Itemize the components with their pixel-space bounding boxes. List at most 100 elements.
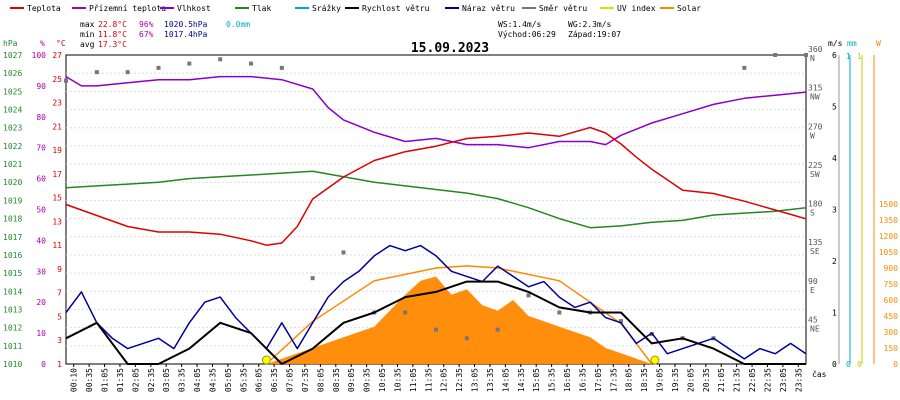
wind-tick-label: 0 [832,360,837,369]
direction-tick-label: NE [810,324,820,333]
humidity-tick-label: 80 [36,113,46,122]
x-tick-label: 21:05 [717,368,726,392]
temperature-tick-label: 1 [57,360,62,369]
wind-direction-dot [249,61,253,66]
solar-tick-label: 0 [893,360,898,369]
hpa-tick-label: 1023 [3,124,22,133]
legend-label: Tlak [252,4,271,13]
stat-max-humidity: 96% [139,20,154,29]
legend-label: Přízemní teplota [89,4,166,13]
data-series [64,53,808,365]
wind-direction-dot [64,78,68,83]
solar-tick-label: 450 [884,312,899,321]
wind-direction-dot [94,70,99,75]
direction-tick-label: NW [810,93,820,102]
direction-tick-label: S [810,209,815,218]
solar-tick-label: 1500 [879,200,898,209]
x-tick-label: 08:35 [332,368,341,392]
temperature-line [65,126,807,246]
temperature-tick-label: 5 [57,312,62,321]
hpa-tick-label: 1025 [3,87,22,96]
x-tick-label: 23:35 [794,368,803,392]
temperature-tick-label: 19 [52,146,62,155]
solar-tick-label: 1350 [879,216,898,225]
stat-rain: 0.0mm [226,20,250,29]
legend-item: Směr větru [522,4,587,13]
temperature-tick-label: 9 [57,265,62,274]
humidity-tick-label: 10 [36,329,46,338]
wind-direction-dot [464,336,469,341]
temperature-tick-label: 13 [52,217,62,226]
x-tick-label: 19:35 [671,368,680,392]
stat-sunrise: Východ:06:29 [498,30,556,39]
solar-unit: W [876,39,881,48]
x-tick-label: 08:05 [316,368,325,392]
direction-tick-label: SW [810,170,820,179]
stat-min-temp: 11.8°C [98,30,127,39]
stat-wind-speed: WS:1.4m/s [498,20,542,29]
hpa-tick-label: 1010 [3,360,22,369]
wind-direction-dot [526,293,531,298]
direction-tick-label: W [810,131,815,140]
legend-item: Náraz větru [445,4,515,13]
solar-tick-label: 1200 [879,232,898,241]
wind-tick-label: 5 [832,103,837,112]
hpa-tick-label: 1017 [3,233,22,242]
x-tick-label: 12:05 [440,368,449,392]
x-tick-label: 17:05 [594,368,603,392]
solar-tick-label: 1050 [879,248,898,257]
legend-label: Náraz větru [462,4,515,13]
legend-item: Tlak [235,4,271,13]
wind-direction-dot [495,327,500,332]
x-tick-label: 00:10 [70,368,79,392]
wind-unit: m/s [828,39,843,48]
hpa-tick-label: 1016 [3,251,22,260]
x-tick-label: 15:35 [548,368,557,392]
legend-item: Vlhkost [160,4,211,13]
wind-direction-dot [279,65,284,70]
humidity-tick-label: 60 [36,175,46,184]
legend-label: Srážky [312,4,341,13]
stat-max-temp: 22.8°C [98,20,127,29]
direction-tick-label: 180 [808,200,823,209]
wind-direction-dot [341,250,346,255]
wind-direction-dot [125,70,130,75]
humidity-tick-label: 0 [41,360,46,369]
wind-direction-dot [742,65,747,70]
wind-direction-dot [156,65,161,70]
legend-item: Rychlost větru [345,4,430,13]
temperature-tick-label: 23 [52,99,62,108]
axes: 00:10 00:35 01:05 01:35 02:05 02:35 03:05 03:35… [3,39,898,392]
x-tick-label: 05:05 [224,368,233,392]
sunrise-marker [261,355,271,365]
stat-max-pressure: 1020.5hPa [164,20,208,29]
legend-item: Přízemní teplota [72,4,166,13]
stat-min-humidity: 67% [139,30,154,39]
x-tick-label: 14:35 [517,368,526,392]
legend: Teplota Přízemní teplota Vlhkost Tlak Srážky… [10,4,701,13]
stat-max-label: max [80,20,95,29]
legend-label: Teplota [27,4,61,13]
x-tick-label: 10:05 [378,368,387,392]
hpa-tick-label: 1019 [3,196,22,205]
direction-tick-label: 135 [808,238,823,247]
x-tick-label: 04:05 [193,368,202,392]
wind-direction-dot [187,61,192,66]
x-tick-label: 18:35 [640,368,649,392]
wind-direction-dot [557,310,562,315]
stat-avg-temp: 17.3°C [98,40,127,49]
stat-min-label: min [80,30,95,39]
direction-tick-label: E [810,286,815,295]
x-tick-label: 01:35 [116,368,125,392]
stat-wind-gust: WG:2.3m/s [568,20,612,29]
rain-tick-label: 1 [846,52,851,61]
hpa-tick-label: 1012 [3,324,22,333]
direction-tick-label: SE [810,247,820,256]
x-tick-label: 09:05 [347,368,356,392]
humidity-tick-label: 30 [36,267,46,276]
humidity-tick-label: 100 [32,51,47,60]
x-tick-label: 03:35 [178,368,187,392]
hpa-unit: hPa [3,39,18,48]
direction-tick-label: 45 [808,315,818,324]
